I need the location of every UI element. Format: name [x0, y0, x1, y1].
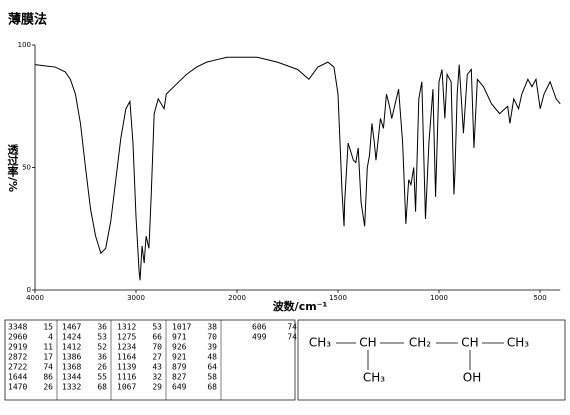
peak-transmittance: 74	[287, 333, 297, 342]
peak-transmittance: 70	[152, 343, 162, 352]
spectrum-line	[34, 56, 561, 281]
structure-group: CH₃	[309, 336, 331, 350]
peak-wavenumber: 1017	[172, 323, 191, 332]
peak-wavenumber: 2872	[8, 353, 27, 362]
structure-substituent: CH₃	[363, 371, 385, 385]
peak-transmittance: 86	[43, 373, 53, 382]
peak-wavenumber: 1344	[62, 373, 81, 382]
peak-wavenumber: 1332	[62, 383, 81, 392]
peak-wavenumber: 1424	[62, 333, 81, 342]
peak-wavenumber: 1412	[62, 343, 81, 352]
peak-transmittance: 36	[97, 353, 107, 362]
peak-wavenumber: 926	[172, 343, 187, 352]
x-tick-label: 4000	[26, 294, 44, 302]
peak-wavenumber: 1312	[117, 323, 136, 332]
peak-wavenumber: 2722	[8, 363, 27, 372]
peak-transmittance: 55	[97, 373, 107, 382]
peak-transmittance: 52	[97, 343, 107, 352]
y-tick-label: 100	[18, 41, 31, 49]
x-tick-label: 1500	[329, 294, 347, 302]
peak-transmittance: 11	[43, 343, 53, 352]
peak-transmittance: 48	[207, 353, 217, 362]
peak-wavenumber: 649	[172, 383, 187, 392]
peak-transmittance: 66	[152, 333, 162, 342]
structure-substituent: OH	[463, 371, 481, 385]
peak-wavenumber: 1116	[117, 373, 136, 382]
peak-transmittance: 32	[152, 373, 162, 382]
structure-border	[297, 319, 566, 401]
structure-group: CH₂	[409, 336, 431, 350]
peak-wavenumber: 1067	[117, 383, 136, 392]
peak-transmittance: 74	[43, 363, 53, 372]
peak-wavenumber: 1164	[117, 353, 136, 362]
peak-transmittance: 29	[152, 383, 162, 392]
peak-wavenumber: 1275	[117, 333, 136, 342]
x-tick-label: 1000	[430, 294, 448, 302]
peak-wavenumber: 1467	[62, 323, 81, 332]
peak-wavenumber: 921	[172, 353, 187, 362]
peak-wavenumber: 2960	[8, 333, 27, 342]
peak-transmittance: 53	[152, 323, 162, 332]
peak-transmittance: 58	[207, 373, 217, 382]
peak-wavenumber: 606	[252, 323, 267, 332]
peak-transmittance: 70	[207, 333, 217, 342]
peak-transmittance: 68	[97, 383, 107, 392]
y-axis-label: 透过率/%	[6, 144, 19, 192]
peak-transmittance: 43	[152, 363, 162, 372]
peak-transmittance: 27	[152, 353, 162, 362]
peak-wavenumber: 3348	[8, 323, 27, 332]
peak-wavenumber: 1234	[117, 343, 136, 352]
peak-transmittance: 26	[97, 363, 107, 372]
peak-wavenumber: 971	[172, 333, 187, 342]
x-tick-label: 500	[533, 294, 546, 302]
y-tick-label: 0	[27, 286, 31, 294]
x-axis-label: 波数/cm⁻¹	[273, 299, 328, 313]
peak-wavenumber: 1139	[117, 363, 136, 372]
bonds	[336, 342, 504, 370]
peak-transmittance: 39	[207, 343, 217, 352]
peak-transmittance: 68	[207, 383, 217, 392]
x-tick-label: 3000	[127, 294, 145, 302]
peak-wavenumber: 879	[172, 363, 187, 372]
peak-wavenumber: 1470	[8, 383, 27, 392]
chart-title: 薄膜法	[8, 12, 47, 28]
table-border	[4, 319, 296, 401]
structure-group: CH	[359, 336, 376, 350]
x-tick-label: 2000	[228, 294, 246, 302]
peak-transmittance: 38	[207, 323, 217, 332]
peak-transmittance: 17	[43, 353, 53, 362]
structure-group: CH₃	[507, 336, 529, 350]
peak-wavenumber: 1644	[8, 373, 27, 382]
peak-transmittance: 53	[97, 333, 107, 342]
peak-wavenumber: 1386	[62, 353, 81, 362]
peak-transmittance: 15	[43, 323, 53, 332]
peak-transmittance: 26	[43, 383, 53, 392]
peak-wavenumber: 1368	[62, 363, 81, 372]
peak-wavenumber: 499	[252, 333, 267, 342]
y-tick-label: 50	[22, 164, 31, 172]
peak-transmittance: 64	[207, 363, 217, 372]
structure-group: CH	[461, 336, 478, 350]
peak-wavenumber: 2919	[8, 343, 27, 352]
peak-wavenumber: 827	[172, 373, 187, 382]
peak-transmittance: 74	[287, 323, 297, 332]
peak-transmittance: 4	[48, 333, 53, 342]
peak-transmittance: 36	[97, 323, 107, 332]
